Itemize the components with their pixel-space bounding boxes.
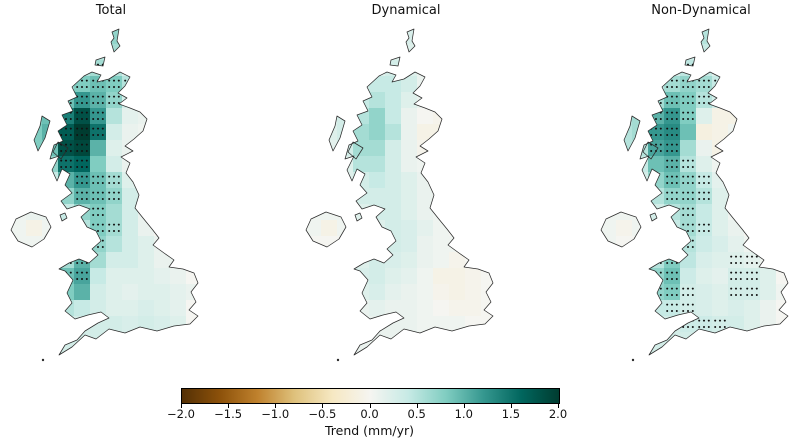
coastline	[49, 71, 199, 356]
coastline	[344, 71, 494, 356]
trend-cells	[601, 29, 788, 355]
colorbar-tick-mark	[510, 404, 512, 408]
coastline	[389, 56, 401, 67]
trend-cells	[11, 29, 198, 355]
coastline	[405, 28, 416, 53]
panel-title-dynamical: Dynamical	[371, 3, 441, 18]
panel-title-non-dynamical: Non-Dynamical	[651, 3, 751, 18]
colorbar-axis-label: Trend (mm/yr)	[324, 423, 415, 438]
coastline	[642, 141, 659, 160]
scilly-isles-dot	[631, 358, 635, 362]
coastline	[59, 212, 68, 222]
coastline	[649, 212, 658, 222]
colorbar-gradient	[181, 388, 560, 404]
colorbar-tick-label: 0.5	[407, 407, 426, 421]
coastline	[700, 28, 711, 53]
colorbar-tick-mark	[369, 404, 371, 408]
coastline	[305, 211, 347, 248]
colorbar-tick-label: −1.5	[214, 407, 243, 421]
colorbar-tick-mark	[416, 404, 418, 408]
coastline	[684, 56, 696, 67]
scilly-isles-dot	[336, 358, 340, 362]
colorbar-tick-mark	[275, 404, 277, 408]
colorbar-tick-label: 1.5	[501, 407, 521, 421]
scilly-isles-dot	[41, 358, 45, 362]
coastline	[623, 115, 641, 152]
map-total-uk	[10, 28, 199, 362]
colorbar-tick-label: 1.0	[454, 407, 473, 421]
colorbar-tick-label: 0.0	[360, 407, 379, 421]
trend-cells	[306, 29, 493, 355]
coastline	[10, 211, 52, 248]
coastline	[600, 211, 642, 248]
coastline	[110, 28, 121, 53]
colorbar-tick-label: 2.0	[548, 407, 568, 421]
colorbar-tick-label: −1.0	[261, 407, 290, 421]
coastline	[354, 212, 363, 222]
coastline	[347, 141, 364, 160]
colorbar-tick-mark	[181, 404, 182, 408]
colorbar-tick-mark	[322, 404, 324, 408]
colorbar-tick-mark	[558, 404, 559, 408]
colorbar-tick-label: −2.0	[167, 407, 195, 421]
coastline	[52, 141, 69, 160]
map-dynamical-uk	[305, 28, 494, 362]
colorbar-tick-label: −0.5	[308, 407, 337, 421]
colorbar-tick-mark	[463, 404, 465, 408]
coastline	[94, 56, 106, 67]
map-non-dynamical-uk	[600, 28, 789, 362]
coastline	[33, 115, 51, 152]
panel-title-total: Total	[95, 3, 127, 18]
coastline	[639, 71, 789, 356]
coastline	[328, 115, 346, 152]
colorbar-tick-mark	[228, 404, 230, 408]
